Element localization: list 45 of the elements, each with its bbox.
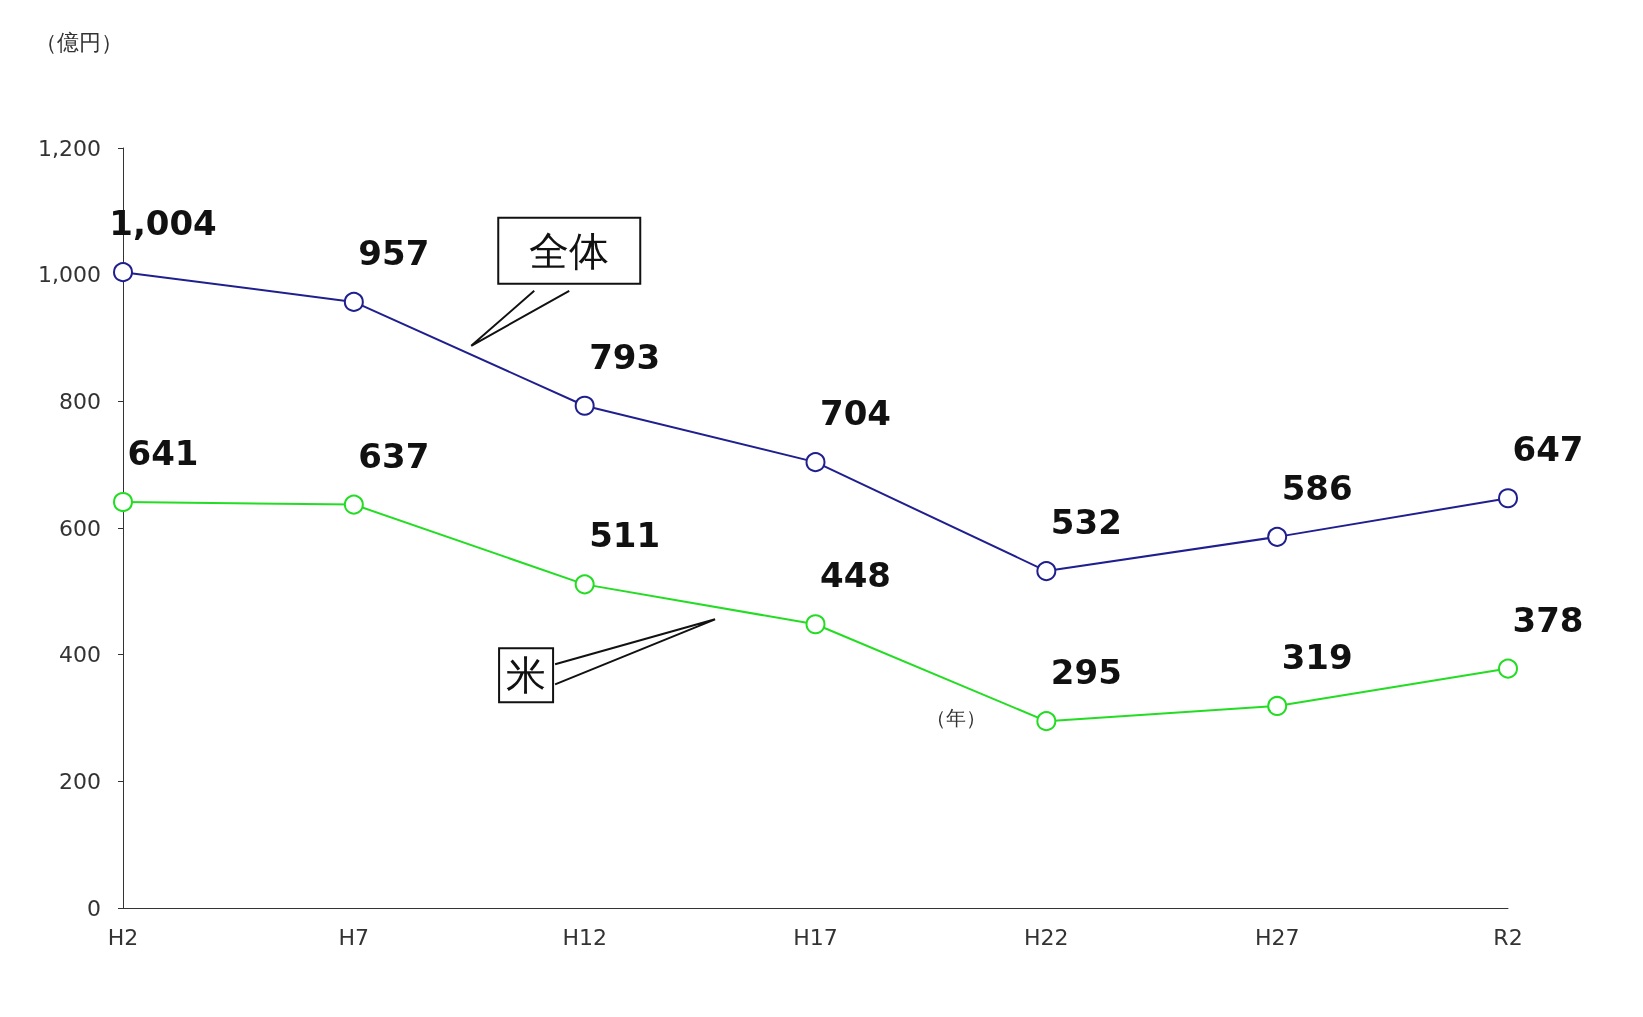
data-label: 511: [589, 515, 661, 556]
data-label: 704: [820, 393, 891, 434]
point: [574, 574, 595, 595]
x-tick-label: H2: [107, 924, 139, 950]
point: [805, 614, 826, 635]
data-label: 641: [127, 433, 199, 474]
data-label: 532: [1050, 502, 1122, 543]
y-tick-label: 1,200: [38, 135, 101, 161]
x-tick-label: H12: [562, 924, 607, 950]
point: [113, 492, 133, 513]
data-label: 295: [1050, 652, 1122, 693]
x-tick-label: H22: [1024, 924, 1069, 950]
y-axis-title: （億円）: [35, 29, 123, 55]
point: [805, 452, 826, 473]
point: [343, 291, 364, 312]
y-tick-label: 400: [59, 642, 101, 668]
point: [1267, 526, 1288, 547]
x-tick-label: H7: [338, 924, 370, 950]
data-label: 647: [1512, 429, 1584, 470]
data-label: 448: [820, 555, 891, 596]
y-tick-label: 200: [59, 768, 101, 794]
data-label: 586: [1281, 467, 1353, 508]
point: [1036, 561, 1057, 582]
x-tick-label: R2: [1493, 924, 1523, 950]
data-label: 378: [1512, 599, 1584, 640]
point: [1498, 658, 1518, 679]
x-tick-label: H17: [793, 924, 838, 950]
point: [1036, 711, 1057, 732]
x-tick-label: H27: [1254, 924, 1300, 950]
data-label: 319: [1281, 636, 1353, 677]
data-label: 637: [358, 435, 430, 476]
data-label: 793: [589, 336, 661, 377]
text: 全体: [529, 227, 610, 274]
data-label: 957: [358, 232, 430, 273]
point: [574, 395, 595, 416]
y-tick-label: 600: [59, 515, 101, 541]
y-tick-label: 1,000: [38, 262, 101, 288]
x-axis-title: （年）: [925, 706, 986, 730]
y-tick-label: 0: [87, 895, 101, 921]
point: [113, 262, 133, 283]
point: [1498, 488, 1518, 509]
y-tick-label: 800: [59, 388, 101, 414]
point: [343, 494, 364, 515]
series-label: 米: [506, 652, 547, 699]
point: [1267, 695, 1288, 716]
